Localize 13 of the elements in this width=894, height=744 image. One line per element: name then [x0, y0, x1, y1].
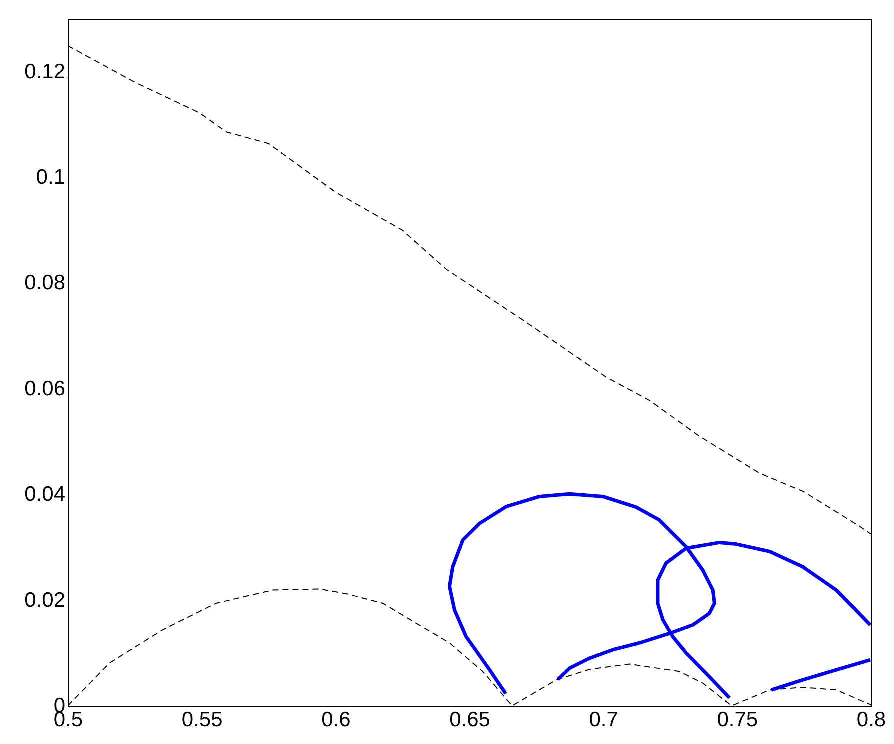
y-tick-label: 0.08 [24, 272, 66, 295]
line-series [770, 658, 871, 692]
x-tick-label: 0.7 [589, 708, 618, 732]
x-tick-label: 0.65 [450, 708, 490, 732]
y-tick-label: 0.04 [24, 483, 66, 506]
y-tick-label: 0.1 [36, 166, 66, 190]
y-tick-label: 0.06 [24, 377, 66, 400]
x-tick-label: 0.55 [182, 708, 223, 732]
y-tick-label: 0.12 [24, 60, 66, 84]
x-tick-label: 0.8 [856, 708, 886, 732]
x-tick-label: 0.75 [717, 708, 758, 732]
x-tick-label: 0.6 [322, 708, 351, 732]
y-tick-label: 0.02 [24, 588, 66, 612]
